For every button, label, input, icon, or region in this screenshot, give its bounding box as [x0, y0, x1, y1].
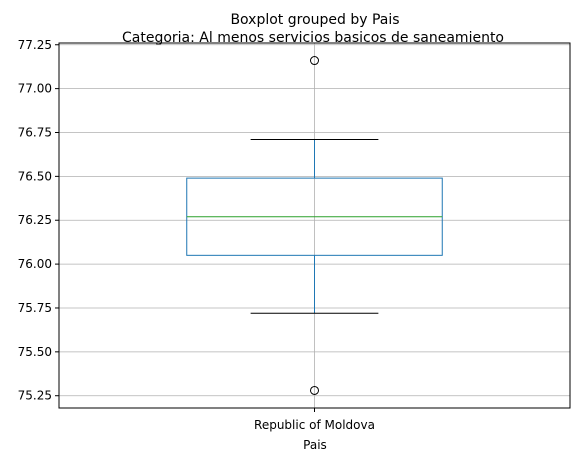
y-tick-label: 75.50	[18, 345, 52, 359]
chart-title: Boxplot grouped by Pais	[230, 12, 399, 28]
y-axis: 75.25 75.50 75.75 76.00 76.25 76.50 76.75 77.00…	[18, 38, 59, 403]
outlier-point	[310, 385, 319, 395]
grid	[59, 43, 570, 408]
y-tick-label: 75.25	[18, 389, 52, 403]
y-tick-label: 76.00	[18, 257, 52, 271]
x-axis: Republic of Moldova	[254, 408, 375, 432]
y-tick-label: 75.75	[18, 301, 52, 315]
box-series	[186, 56, 443, 395]
y-tick-label: 76.75	[18, 125, 52, 139]
outlier-point	[310, 56, 319, 66]
y-tick-label: 77.00	[18, 82, 52, 96]
x-axis-label: Pais	[303, 438, 327, 452]
x-tick-label: Republic of Moldova	[254, 418, 375, 432]
chart-subtitle: Categoria: Al menos servicios basicos de…	[122, 30, 504, 46]
y-tick-label: 76.25	[18, 213, 52, 227]
y-tick-label: 77.25	[18, 38, 52, 52]
y-tick-label: 76.50	[18, 169, 52, 183]
